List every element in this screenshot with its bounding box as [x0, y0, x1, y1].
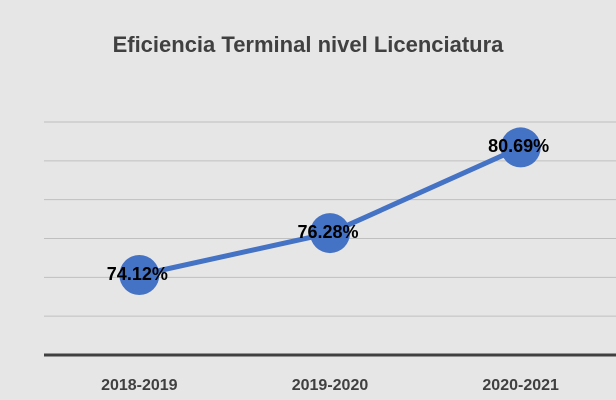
marker: [119, 255, 160, 296]
data-label: 74.12%: [107, 264, 168, 284]
marker: [310, 213, 350, 254]
data-label: 76.28%: [297, 222, 358, 242]
data-label: 80.69%: [488, 136, 549, 156]
x-tick-label: 2020-2021: [482, 377, 559, 394]
x-tick-label: 2018-2019: [101, 377, 178, 394]
marker: [500, 127, 541, 168]
x-tick-label: 2019-2020: [292, 377, 369, 394]
line: [138, 145, 522, 278]
chart-title: Eficiencia Terminal nivel Licenciatura: [112, 32, 504, 57]
